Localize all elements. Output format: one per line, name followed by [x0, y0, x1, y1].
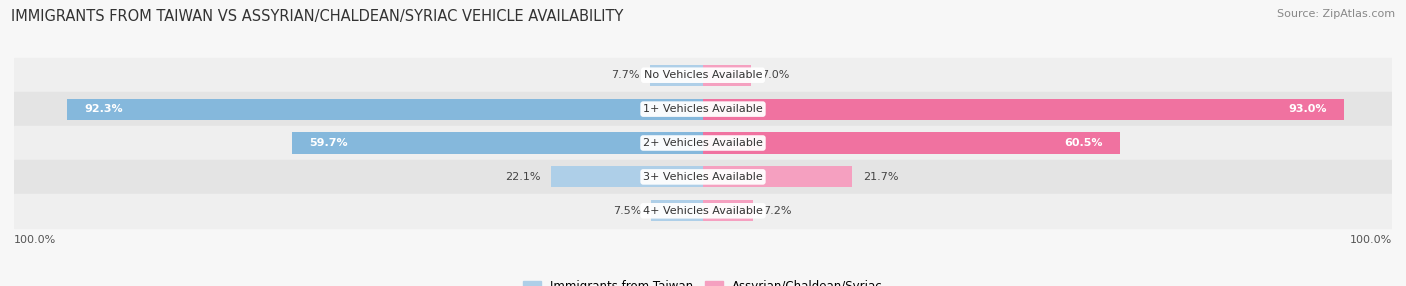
Bar: [14, 58, 1392, 92]
Bar: [703, 132, 1119, 154]
Text: 100.0%: 100.0%: [1350, 235, 1392, 245]
Bar: [67, 99, 703, 120]
Text: Source: ZipAtlas.com: Source: ZipAtlas.com: [1277, 9, 1395, 19]
Text: 7.0%: 7.0%: [762, 70, 790, 80]
Bar: [14, 194, 1392, 228]
Text: 22.1%: 22.1%: [505, 172, 540, 182]
Text: 93.0%: 93.0%: [1288, 104, 1326, 114]
Text: 59.7%: 59.7%: [309, 138, 347, 148]
Text: 4+ Vehicles Available: 4+ Vehicles Available: [643, 206, 763, 216]
Legend: Immigrants from Taiwan, Assyrian/Chaldean/Syriac: Immigrants from Taiwan, Assyrian/Chaldea…: [519, 276, 887, 286]
Text: 7.2%: 7.2%: [763, 206, 792, 216]
Text: No Vehicles Available: No Vehicles Available: [644, 70, 762, 80]
Bar: [703, 166, 852, 187]
Text: 2+ Vehicles Available: 2+ Vehicles Available: [643, 138, 763, 148]
Bar: [14, 126, 1392, 160]
Bar: [703, 65, 751, 86]
Bar: [703, 99, 1344, 120]
Bar: [551, 166, 703, 187]
Text: 1+ Vehicles Available: 1+ Vehicles Available: [643, 104, 763, 114]
Bar: [14, 160, 1392, 194]
Text: 92.3%: 92.3%: [84, 104, 122, 114]
Text: 60.5%: 60.5%: [1064, 138, 1102, 148]
Bar: [14, 92, 1392, 126]
Bar: [703, 200, 752, 221]
Bar: [291, 132, 703, 154]
Bar: [650, 65, 703, 86]
Text: 7.5%: 7.5%: [613, 206, 641, 216]
Text: 3+ Vehicles Available: 3+ Vehicles Available: [643, 172, 763, 182]
Bar: [651, 200, 703, 221]
Text: 21.7%: 21.7%: [863, 172, 898, 182]
Text: 7.7%: 7.7%: [612, 70, 640, 80]
Text: IMMIGRANTS FROM TAIWAN VS ASSYRIAN/CHALDEAN/SYRIAC VEHICLE AVAILABILITY: IMMIGRANTS FROM TAIWAN VS ASSYRIAN/CHALD…: [11, 9, 624, 23]
Text: 100.0%: 100.0%: [14, 235, 56, 245]
